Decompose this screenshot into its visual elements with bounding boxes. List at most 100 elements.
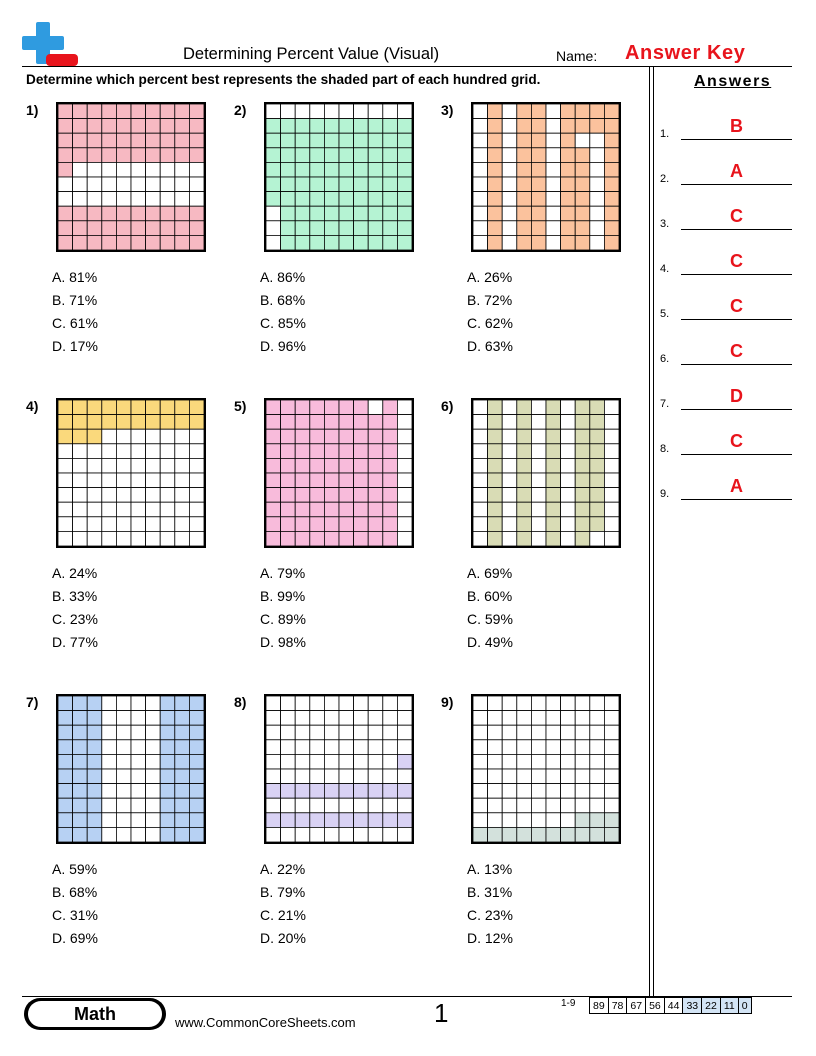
grid-cell	[501, 132, 518, 149]
shaded-cell	[324, 783, 340, 799]
shaded-cell	[382, 443, 398, 459]
grid-cell	[58, 487, 74, 503]
shaded-cell	[487, 147, 503, 163]
shaded-cell	[174, 104, 190, 120]
shaded-cell	[188, 205, 204, 222]
shaded-cell	[338, 234, 355, 250]
grid-cell	[116, 487, 132, 503]
grid-cell	[531, 443, 547, 459]
grid-cell	[72, 443, 88, 459]
grid-cell	[473, 162, 489, 178]
shaded-cell	[116, 147, 132, 163]
grid-cell	[473, 472, 489, 489]
grid-cell	[266, 220, 282, 236]
grid-cell	[174, 443, 190, 459]
grid-cell	[101, 516, 117, 532]
grid-cell	[531, 516, 547, 532]
grid-cell	[72, 176, 88, 193]
shaded-cell	[560, 234, 576, 250]
answer-line	[681, 454, 792, 455]
shaded-cell	[188, 710, 204, 726]
grid-cell	[130, 443, 147, 459]
grid-cell	[473, 104, 489, 120]
shaded-cell	[280, 783, 296, 799]
grid-cell	[545, 724, 562, 741]
grid-cell	[603, 400, 619, 416]
grid-cell	[145, 472, 161, 489]
grid-cell	[501, 205, 518, 222]
grid-cell	[324, 710, 340, 726]
grid-cell	[560, 768, 576, 785]
shaded-cell	[353, 162, 369, 178]
shaded-cell	[324, 516, 340, 532]
grid-cell	[130, 696, 147, 712]
grid-cell	[101, 696, 117, 712]
shaded-cell	[353, 783, 369, 799]
shaded-cell	[280, 132, 296, 149]
shaded-cell	[101, 147, 117, 163]
grid-cell	[487, 724, 503, 741]
grid-cell	[159, 162, 176, 178]
shaded-cell	[396, 132, 412, 149]
grid-cell	[473, 812, 489, 828]
grid-cell	[396, 400, 412, 416]
grid-cell	[159, 472, 176, 489]
option-choice: C. 59%	[467, 611, 513, 627]
grid-cell	[603, 472, 619, 489]
grid-cell	[473, 443, 489, 459]
shaded-cell	[72, 739, 88, 755]
shaded-cell	[58, 400, 74, 416]
answer-number: 1.	[660, 128, 670, 140]
grid-cell	[516, 768, 532, 785]
shaded-cell	[116, 400, 132, 416]
grid-cell	[353, 724, 369, 741]
grid-cell	[324, 739, 340, 755]
grid-cell	[309, 710, 325, 726]
shaded-cell	[353, 812, 369, 828]
shaded-cell	[516, 147, 532, 163]
grid-cell	[589, 234, 605, 250]
shaded-cell	[280, 472, 296, 489]
grid-cell	[516, 724, 532, 741]
shaded-cell	[174, 768, 190, 785]
shaded-cell	[101, 104, 117, 120]
shaded-cell	[188, 797, 204, 814]
grid-cell	[309, 104, 325, 120]
shaded-cell	[382, 147, 398, 163]
grid-cell	[101, 501, 117, 518]
grid-cell	[382, 754, 398, 770]
answer-options: A. 13% B. 31% C. 23% D. 12%	[467, 858, 513, 950]
shaded-cell	[487, 132, 503, 149]
shaded-cell	[516, 176, 532, 193]
grid-cell	[58, 472, 74, 489]
shaded-cell	[309, 487, 325, 503]
grid-cell	[58, 443, 74, 459]
score-cell: 89	[589, 997, 609, 1014]
shaded-cell	[294, 118, 311, 134]
shaded-cell	[86, 205, 103, 222]
shaded-cell	[574, 104, 591, 120]
shaded-cell	[382, 132, 398, 149]
shaded-cell	[531, 234, 547, 250]
shaded-cell	[382, 783, 398, 799]
grid-cell	[174, 472, 190, 489]
grid-cell	[545, 176, 562, 193]
grid-cell	[560, 400, 576, 416]
shaded-cell	[130, 104, 147, 120]
grid-cell	[159, 516, 176, 532]
shaded-cell	[159, 205, 176, 222]
shaded-cell	[188, 754, 204, 770]
shaded-cell	[545, 826, 562, 842]
answer-line	[681, 139, 792, 140]
grid-cell	[174, 162, 190, 178]
answer-number: 7.	[660, 398, 670, 410]
shaded-cell	[86, 724, 103, 741]
grid-cell	[174, 176, 190, 193]
subject-badge: Math	[24, 998, 166, 1030]
shaded-cell	[367, 414, 384, 430]
question-item: 9) A. 13% B. 31% C. 23% D. 12%	[441, 694, 641, 974]
shaded-cell	[487, 104, 503, 120]
grid-cell	[266, 768, 282, 785]
shaded-cell	[101, 132, 117, 149]
shaded-cell	[338, 147, 355, 163]
